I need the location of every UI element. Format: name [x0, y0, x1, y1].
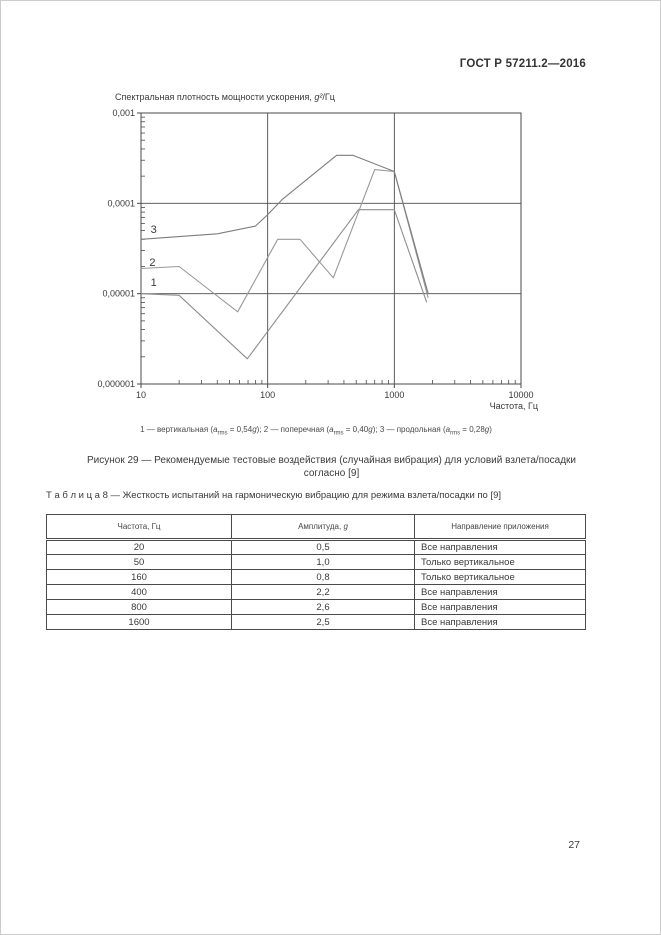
page-number: 27 [568, 839, 580, 851]
curve-label-1: 1 [151, 277, 157, 289]
chart-title-unit: /Гц [322, 92, 335, 102]
col-header-amplitude-unit: g [343, 522, 348, 531]
legend-3-subscript: rms [450, 430, 461, 437]
col-header-direction: Направление приложения [414, 514, 586, 541]
figure-caption-line2: согласно [9] [303, 468, 360, 479]
legend-1-separator: ); [256, 425, 264, 434]
table-row: 20 0,5 Все направления [46, 539, 586, 555]
table-row: 50 1,0 Только вертикальное [46, 554, 586, 570]
curve-label-3: 3 [151, 224, 157, 236]
chart-title-text: Спектральная плотность мощности ускорени… [115, 92, 314, 102]
curve-label-2: 2 [149, 257, 155, 269]
cell-amplitude: 2,6 [231, 599, 415, 615]
cell-frequency: 50 [46, 554, 232, 570]
x-axis-tick-label: 1000 [384, 390, 404, 400]
figure-29-chart: Спектральная плотность мощности ускорени… [96, 89, 556, 424]
legend-3-unit: g [484, 425, 490, 434]
figure-legend: 1 — вертикальная (arms = 0,54g); 2 — поп… [1, 425, 631, 437]
figure-caption-line1: Рисунок 29 — Рекомендуемые тестовые возд… [86, 455, 576, 466]
cell-direction: Все направления [414, 584, 586, 600]
plot-border [140, 112, 522, 385]
cell-frequency: 400 [46, 584, 232, 600]
cell-frequency: 160 [46, 569, 232, 585]
table-8-title: Т а б л и ц а 8 — Жесткость испытаний на… [46, 490, 502, 501]
cell-amplitude: 0,8 [231, 569, 415, 585]
x-axis-tick-label: 10000 [508, 390, 533, 400]
curve-1 [140, 209, 428, 360]
y-axis-tick-label: 0,00001 [102, 289, 135, 299]
legend-1-unit: g [252, 425, 257, 434]
x-axis-tick-label: 100 [260, 390, 275, 400]
legend-2-text: 2 — поперечная ( [263, 425, 330, 434]
cell-frequency: 1600 [46, 614, 232, 630]
legend-3-close: ) [489, 425, 492, 434]
legend-3-value: = 0,28 [460, 425, 485, 434]
col-header-frequency: Частота, Гц [46, 514, 232, 541]
cell-frequency: 800 [46, 599, 232, 615]
figure-caption: Рисунок 29 — Рекомендуемые тестовые возд… [1, 454, 660, 480]
table-row: 800 2,6 Все направления [46, 599, 586, 615]
legend-2-unit: g [368, 425, 373, 434]
cell-amplitude: 1,0 [231, 554, 415, 570]
col-header-direction-label: Направление приложения [451, 522, 549, 531]
chart-gridlines [140, 112, 522, 385]
col-header-amplitude-label: Амплитуда, [298, 522, 344, 531]
table-row: 160 0,8 Только вертикальное [46, 569, 586, 585]
cell-direction: Все направления [414, 614, 586, 630]
legend-2-separator: ); [372, 425, 380, 434]
chart-curve-labels: 1 2 3 [149, 224, 156, 289]
chart-title-variable: g² [314, 92, 323, 102]
cell-amplitude: 2,5 [231, 614, 415, 630]
cell-amplitude: 2,2 [231, 584, 415, 600]
cell-amplitude: 0,5 [231, 539, 415, 555]
table-row: 400 2,2 Все направления [46, 584, 586, 600]
legend-1-value: = 0,54 [227, 425, 253, 434]
table-header-row: Частота, Гц Амплитуда, g Направление при… [46, 514, 586, 541]
legend-item-3: 3 — продольная (arms = 0,28g) [379, 425, 492, 437]
y-axis-tick-label: 0,000001 [97, 379, 135, 389]
legend-item-1: 1 — вертикальная (arms = 0,54g); [140, 425, 264, 437]
cell-direction: Все направления [414, 599, 586, 615]
document-header-title: ГОСТ Р 57211.2—2016 [459, 58, 586, 70]
cell-direction: Все направления [414, 539, 586, 555]
col-header-amplitude: Амплитуда, g [231, 514, 415, 541]
table-8: Частота, Гц Амплитуда, g Направление при… [46, 514, 586, 630]
legend-3-variable: a [445, 425, 451, 434]
col-header-frequency-label: Частота, Гц [117, 522, 161, 531]
x-axis-tick-label: 10 [136, 390, 146, 400]
y-axis-tick-label: 0,001 [112, 108, 135, 118]
y-axis-tick-label: 0,0001 [107, 198, 135, 208]
legend-2-variable: a [329, 425, 334, 434]
x-axis-label: Частота, Гц [490, 401, 538, 411]
chart-curves [140, 154, 429, 360]
table-row: 1600 2,5 Все направления [46, 614, 586, 630]
legend-1-text: 1 — вертикальная ( [140, 425, 214, 434]
cell-direction: Только вертикальное [414, 554, 586, 570]
curve-3 [140, 154, 429, 294]
curve-2 [140, 169, 429, 313]
cell-direction: Только вертикальное [414, 569, 586, 585]
legend-1-variable: a [213, 425, 218, 434]
cell-frequency: 20 [46, 539, 232, 555]
vibration-psd-chart-svg: Спектральная плотность мощности ускорени… [97, 92, 538, 411]
legend-2-subscript: rms [333, 430, 344, 437]
legend-3-text: 3 — продольная ( [379, 425, 446, 434]
legend-item-2: 2 — поперечная (arms = 0,40g); [263, 425, 380, 437]
chart-title: Спектральная плотность мощности ускорени… [115, 92, 335, 102]
legend-1-subscript: rms [217, 430, 228, 437]
chart-axis-ticks: 10 100 1000 10000 0,001 0,0001 0,00001 0,000001 [97, 108, 533, 400]
legend-2-value: = 0,40 [343, 425, 369, 434]
